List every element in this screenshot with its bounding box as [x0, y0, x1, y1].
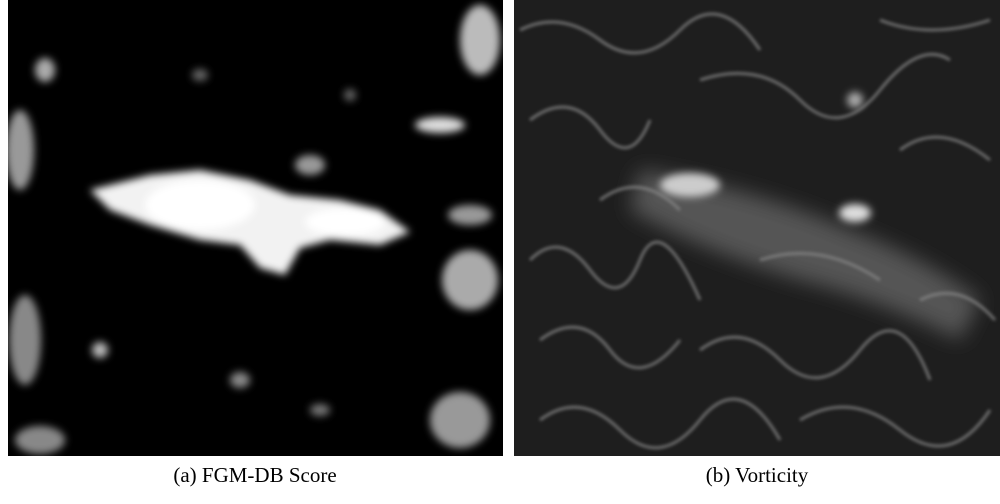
figure: (a) FGM-DB Score (b) Vorticity	[0, 0, 1000, 499]
page: (a) FGM-DB Score (b) Vorticity (() => { …	[0, 0, 1000, 499]
panel-caption: (b) Vorticity	[706, 463, 809, 487]
panel-caption: (a) FGM-DB Score	[173, 463, 336, 487]
vorticity-map	[514, 0, 1000, 456]
score-map	[6, 0, 503, 456]
